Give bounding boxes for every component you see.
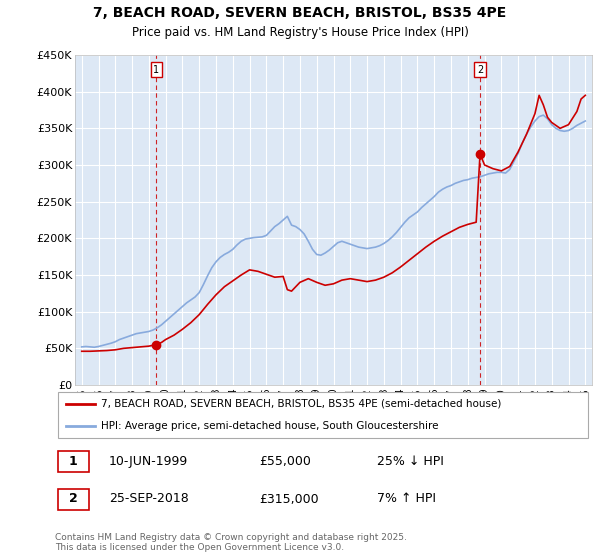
Text: 1: 1 xyxy=(69,455,77,468)
FancyBboxPatch shape xyxy=(58,392,588,438)
Text: 7, BEACH ROAD, SEVERN BEACH, BRISTOL, BS35 4PE (semi-detached house): 7, BEACH ROAD, SEVERN BEACH, BRISTOL, BS… xyxy=(101,399,501,409)
Text: 2: 2 xyxy=(69,492,77,506)
Text: Contains HM Land Registry data © Crown copyright and database right 2025.
This d: Contains HM Land Registry data © Crown c… xyxy=(55,533,407,552)
Text: 7% ↑ HPI: 7% ↑ HPI xyxy=(377,492,436,506)
Text: HPI: Average price, semi-detached house, South Gloucestershire: HPI: Average price, semi-detached house,… xyxy=(101,421,438,431)
Text: 1: 1 xyxy=(153,64,160,74)
Text: £55,000: £55,000 xyxy=(259,455,311,468)
FancyBboxPatch shape xyxy=(58,488,89,510)
Text: Price paid vs. HM Land Registry's House Price Index (HPI): Price paid vs. HM Land Registry's House … xyxy=(131,26,469,39)
Text: 10-JUN-1999: 10-JUN-1999 xyxy=(109,455,188,468)
Text: 2: 2 xyxy=(477,64,483,74)
FancyBboxPatch shape xyxy=(58,451,89,472)
Text: £315,000: £315,000 xyxy=(259,492,319,506)
Text: 25% ↓ HPI: 25% ↓ HPI xyxy=(377,455,444,468)
Text: 7, BEACH ROAD, SEVERN BEACH, BRISTOL, BS35 4PE: 7, BEACH ROAD, SEVERN BEACH, BRISTOL, BS… xyxy=(94,6,506,20)
Text: 25-SEP-2018: 25-SEP-2018 xyxy=(109,492,188,506)
